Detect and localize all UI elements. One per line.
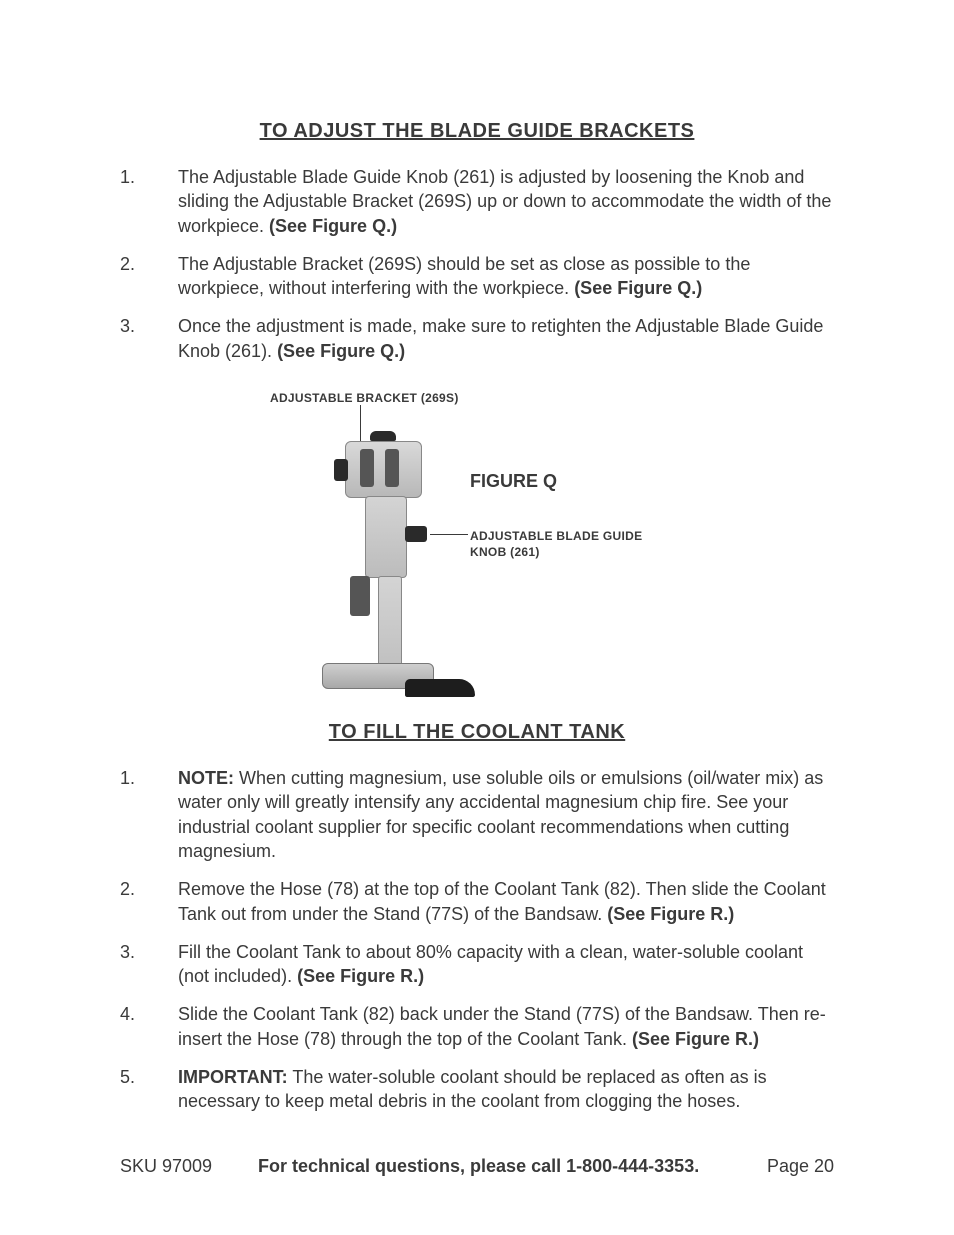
item-ref: (See Figure R.): [632, 1029, 759, 1049]
leader-line-icon: [430, 534, 468, 535]
item-ref: (See Figure Q.): [277, 341, 405, 361]
section1-item: 3. Once the adjustment is made, make sur…: [120, 314, 834, 363]
item-ref: (See Figure Q.): [574, 278, 702, 298]
section2-item: 2. Remove the Hose (78) at the top of th…: [120, 877, 834, 926]
figure-title: FIGURE Q: [470, 471, 557, 492]
figure-q: ADJUSTABLE BRACKET (269S) FIGURE Q ADJUS…: [120, 391, 834, 711]
item-number: 3.: [120, 940, 178, 989]
item-body: Slide the Coolant Tank (82) back under t…: [178, 1002, 834, 1051]
item-number: 3.: [120, 314, 178, 363]
callout-line1: ADJUSTABLE BLADE GUIDE: [470, 529, 642, 543]
section2-item: 1. NOTE: When cutting magnesium, use sol…: [120, 766, 834, 863]
item-ref: (See Figure R.): [607, 904, 734, 924]
footer-support: For technical questions, please call 1-8…: [258, 1156, 734, 1177]
item-lead: IMPORTANT:: [178, 1067, 288, 1087]
item-body: Fill the Coolant Tank to about 80% capac…: [178, 940, 834, 989]
item-number: 1.: [120, 766, 178, 863]
item-body: The Adjustable Blade Guide Knob (261) is…: [178, 165, 834, 238]
callout-right-label: ADJUSTABLE BLADE GUIDE KNOB (261): [470, 529, 642, 560]
item-body: Remove the Hose (78) at the top of the C…: [178, 877, 834, 926]
item-ref: (See Figure Q.): [269, 216, 397, 236]
item-text: When cutting magnesium, use soluble oils…: [178, 768, 823, 861]
section2-item: 3. Fill the Coolant Tank to about 80% ca…: [120, 940, 834, 989]
callout-line2: KNOB (261): [470, 545, 540, 559]
page-footer: SKU 97009 For technical questions, pleas…: [120, 1156, 834, 1177]
item-body: IMPORTANT: The water-soluble coolant sho…: [178, 1065, 834, 1114]
item-body: The Adjustable Bracket (269S) should be …: [178, 252, 834, 301]
item-body: NOTE: When cutting magnesium, use solubl…: [178, 766, 834, 863]
footer-sku: SKU 97009: [120, 1156, 258, 1177]
section2-item: 5. IMPORTANT: The water-soluble coolant …: [120, 1065, 834, 1114]
section2-item: 4. Slide the Coolant Tank (82) back unde…: [120, 1002, 834, 1051]
footer-page-number: Page 20: [734, 1156, 834, 1177]
section1-heading: TO ADJUST THE BLADE GUIDE BRACKETS: [120, 120, 834, 143]
item-number: 1.: [120, 165, 178, 238]
callout-top-label: ADJUSTABLE BRACKET (269S): [270, 391, 459, 405]
item-number: 5.: [120, 1065, 178, 1114]
item-number: 4.: [120, 1002, 178, 1051]
item-number: 2.: [120, 252, 178, 301]
item-ref: (See Figure R.): [297, 966, 424, 986]
section2-heading: TO FILL THE COOLANT TANK: [120, 721, 834, 744]
manual-page: TO ADJUST THE BLADE GUIDE BRACKETS 1. Th…: [0, 0, 954, 1235]
section1-item: 1. The Adjustable Blade Guide Knob (261)…: [120, 165, 834, 238]
item-number: 2.: [120, 877, 178, 926]
item-text: Fill the Coolant Tank to about 80% capac…: [178, 942, 803, 986]
leader-line-icon: [360, 405, 361, 443]
item-text: Once the adjustment is made, make sure t…: [178, 316, 823, 360]
section1-item: 2. The Adjustable Bracket (269S) should …: [120, 252, 834, 301]
item-lead: NOTE:: [178, 768, 234, 788]
item-body: Once the adjustment is made, make sure t…: [178, 314, 834, 363]
